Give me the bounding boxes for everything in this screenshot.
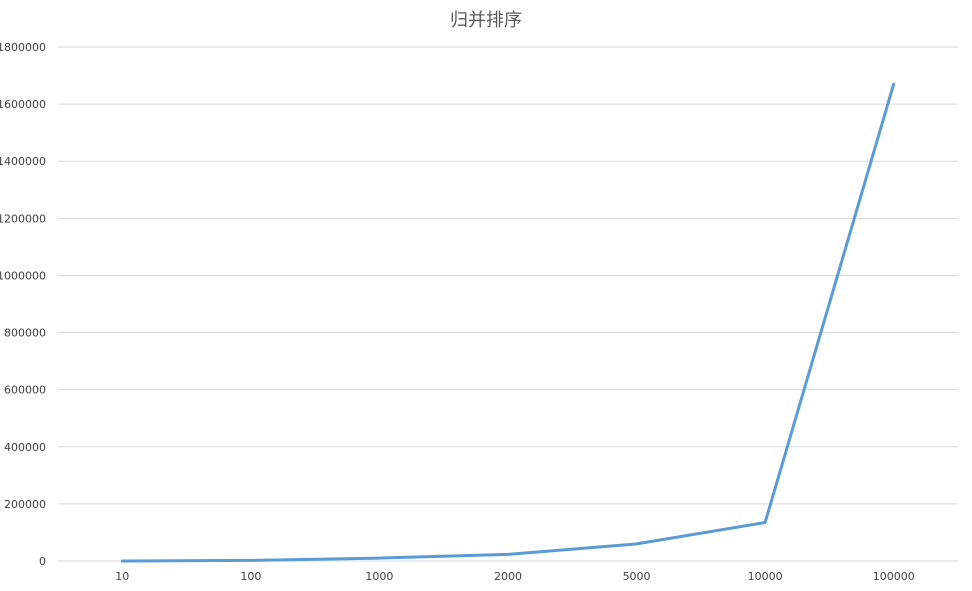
y-tick-labels: 0 200000 400000 600000 800000 1000000 1200000 1… — [0, 41, 46, 568]
y-tick-label: 1800000 — [0, 41, 46, 54]
y-tick-label: 1400000 — [0, 155, 46, 168]
x-tick-label: 1000 — [365, 570, 393, 583]
gridlines — [58, 46, 958, 505]
x-tick-label: 5000 — [623, 570, 651, 583]
x-tick-label: 2000 — [494, 570, 522, 583]
x-tick-labels: 10 100 1000 2000 5000 10000 100000 — [115, 570, 914, 583]
y-tick-label: 0 — [39, 555, 46, 568]
y-tick-label: 1600000 — [0, 98, 46, 111]
y-tick-label: 1000000 — [0, 269, 46, 282]
y-tick-label: 1200000 — [0, 212, 46, 225]
y-tick-label: 400000 — [4, 441, 46, 454]
series-line — [120, 82, 896, 563]
chart-title: 归并排序 — [450, 10, 522, 31]
x-tick-label: 100 — [240, 570, 261, 583]
data-point — [507, 553, 510, 556]
data-point — [121, 559, 124, 562]
x-tick-label: 10 — [115, 570, 129, 583]
data-point — [764, 521, 767, 524]
y-tick-label: 200000 — [4, 498, 46, 511]
x-tick-label: 100000 — [873, 570, 915, 583]
data-point — [378, 557, 381, 560]
y-tick-label: 600000 — [4, 384, 46, 397]
series — [120, 82, 896, 563]
data-point — [892, 83, 895, 86]
data-point — [635, 542, 638, 545]
data-point — [249, 559, 252, 562]
y-tick-label: 800000 — [4, 327, 46, 340]
x-tick-label: 10000 — [748, 570, 783, 583]
